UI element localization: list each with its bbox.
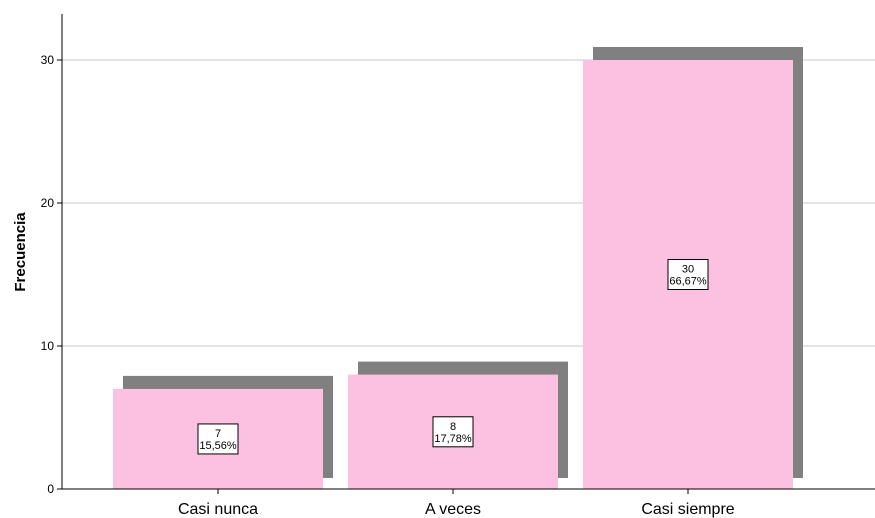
data-label-percent: 17,78% <box>434 433 472 445</box>
x-tick-label: A veces <box>425 501 481 518</box>
data-label-count: 30 <box>682 264 694 276</box>
y-tick-label: 20 <box>41 196 55 210</box>
x-tick-label: Casi siempre <box>641 501 734 518</box>
y-tick-label: 0 <box>47 482 54 496</box>
y-tick-labels: 0 10 20 30 <box>41 53 62 496</box>
data-label: 817,78% <box>432 416 474 448</box>
data-label-percent: 15,56% <box>199 440 237 452</box>
data-label-box <box>197 423 239 455</box>
data-label-box <box>432 416 474 448</box>
data-label-box <box>667 259 709 290</box>
y-axis-title: Frecuencia <box>12 212 29 292</box>
axes <box>61 14 875 490</box>
data-label-count: 7 <box>215 428 221 440</box>
y-tick-label: 10 <box>41 339 55 353</box>
data-label-count: 8 <box>450 421 456 433</box>
x-tick-labels: Casi nunca A veces Casi siempre <box>178 489 735 518</box>
data-label-percent: 66,67% <box>669 276 707 288</box>
y-tick-label: 30 <box>41 53 55 67</box>
x-tick-label: Casi nunca <box>178 501 258 518</box>
data-label: 715,56% <box>197 423 239 455</box>
